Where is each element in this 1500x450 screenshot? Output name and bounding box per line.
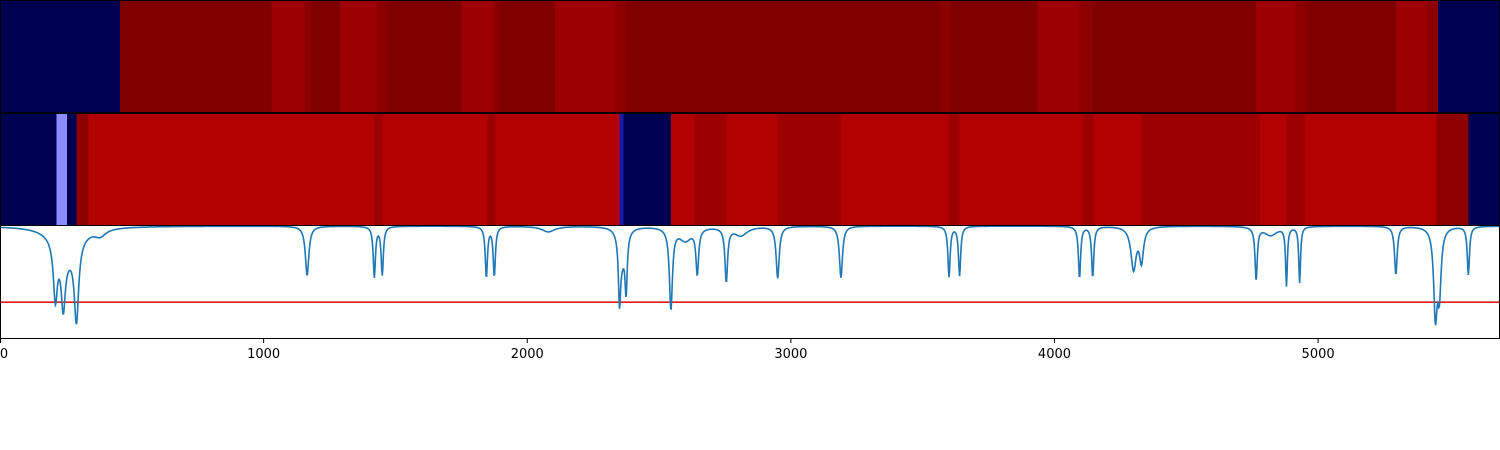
- heatmap-segment: [726, 114, 778, 225]
- heatmap-segment: [382, 114, 488, 225]
- heatmap-segment: [615, 1, 627, 112]
- trace-panel-background: [0, 226, 1500, 338]
- heatmap-segment: [88, 114, 375, 225]
- heatmap-segment: [76, 114, 89, 225]
- heatmap-segment: [959, 114, 1084, 225]
- heatmap-segment: [623, 114, 671, 225]
- heatmap-segment: [495, 114, 620, 225]
- heatmap-segment: [0, 1, 120, 112]
- heatmap-segment: [939, 1, 951, 112]
- heatmap-segment: [840, 114, 950, 225]
- heatmap-segment: [1468, 114, 1500, 225]
- heatmap-segment: [1092, 1, 1257, 112]
- heatmap-segment: [340, 1, 377, 112]
- trace-panel: [0, 225, 1500, 338]
- heatmap-segment: [626, 1, 940, 112]
- heatmap-segment: [1399, 114, 1437, 225]
- heatmap-segment: [119, 1, 272, 112]
- heatmap-segment: [1141, 114, 1261, 225]
- heatmap-segment: [777, 114, 841, 225]
- heatmap-segment: [670, 114, 695, 225]
- heatmap-segment: [1307, 1, 1396, 112]
- heatmap-segment: [1260, 114, 1287, 225]
- heatmap-segment: [1426, 1, 1439, 112]
- heatmap-row-middle: [0, 114, 1500, 225]
- heatmap-segment: [56, 114, 68, 225]
- heatmap-segment: [374, 114, 383, 225]
- heatmap-segment: [461, 1, 493, 112]
- x-tick-label: 1000: [247, 347, 280, 362]
- heatmap-segment: [950, 1, 1038, 112]
- x-tick-label: 3000: [774, 347, 807, 362]
- heatmap-segment: [949, 114, 960, 225]
- heatmap-segment: [1295, 1, 1308, 112]
- heatmap-segment: [619, 114, 624, 225]
- heatmap-segment: [1037, 1, 1080, 112]
- heatmap-segment: [1083, 114, 1095, 225]
- heatmap-segment: [387, 1, 462, 112]
- heatmap-segment: [0, 114, 57, 225]
- heatmap-segment: [499, 1, 555, 112]
- heatmap-segment: [1286, 114, 1305, 225]
- heatmap-segment: [304, 1, 312, 112]
- heatmap-segment: [1304, 114, 1400, 225]
- x-tick-label: 4000: [1038, 347, 1071, 362]
- heatmap-segment: [311, 1, 341, 112]
- heatmap-segment: [1395, 1, 1427, 112]
- heatmap-segment: [1436, 114, 1469, 225]
- heatmap-segment: [487, 114, 496, 225]
- heatmap-segment: [492, 1, 500, 112]
- heatmap-segment: [1438, 1, 1500, 112]
- heatmap-segment: [1079, 1, 1093, 112]
- heatmap-segment: [1094, 114, 1142, 225]
- trace-line: [0, 225, 1500, 326]
- heatmap-segment: [1256, 1, 1296, 112]
- heatmap-row-top: [0, 1, 1500, 112]
- heatmap-segment: [67, 114, 77, 225]
- heatmap-segment: [554, 1, 616, 112]
- x-tick-label: 5000: [1302, 347, 1335, 362]
- heatmap-segment: [694, 114, 727, 225]
- x-tick-label: 0: [0, 347, 8, 362]
- heatmap-segment: [271, 1, 305, 112]
- x-axis: 0 1000 2000 3000 4000 5000: [0, 338, 1335, 362]
- x-tick-label: 2000: [511, 347, 544, 362]
- heatmap-segment: [376, 1, 388, 112]
